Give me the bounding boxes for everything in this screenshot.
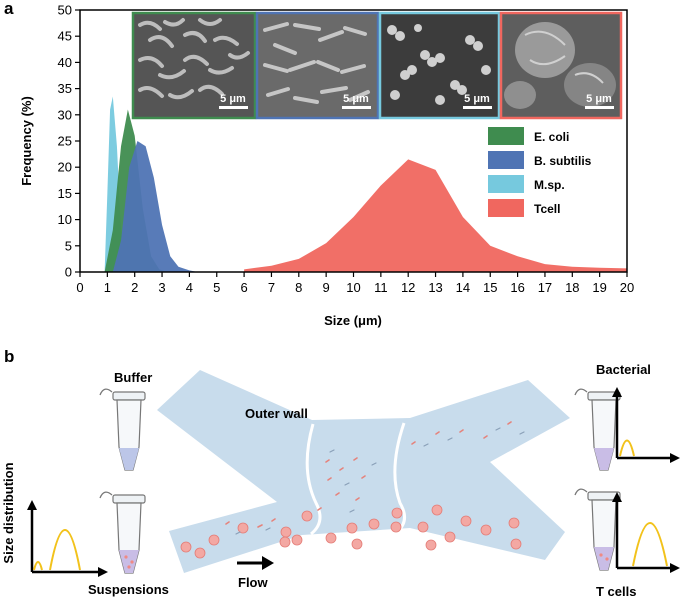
y-tick-label: 25 — [58, 134, 72, 149]
sem-border-msp — [378, 11, 501, 120]
y-tick-label: 15 — [58, 186, 72, 201]
bacteria — [225, 421, 512, 528]
sem-texture-msp — [387, 24, 491, 105]
x-tick-label: 19 — [592, 280, 606, 295]
outer-wall-label: Outer wall — [245, 406, 308, 421]
scalebar-msp — [463, 106, 492, 109]
y-tick-label: 5 — [65, 238, 72, 253]
sem-border-bsubtilis — [255, 11, 380, 120]
x-tick-label: 3 — [158, 280, 165, 295]
bacterial-label: Bacterial — [596, 362, 651, 377]
scalebar-ecoli — [219, 106, 248, 109]
sem-image-ecoli — [133, 13, 255, 118]
scalebar-label-bsubtilis: 5 μm — [343, 93, 369, 105]
y-tick-label: 50 — [58, 3, 72, 18]
x-tick-label: 8 — [295, 280, 302, 295]
x-tick-label: 16 — [510, 280, 524, 295]
x-axis-label: Size (μm) — [324, 313, 382, 328]
sem-texture-bsubtilis — [263, 22, 370, 104]
suspensions-label: Suspensions — [88, 582, 169, 597]
x-tick-label: 6 — [240, 280, 247, 295]
x-tick-label: 10 — [346, 280, 360, 295]
microfluidic-schematic: Outer wall Flow Buffer Suspensions — [1, 362, 680, 599]
legend-swatch-ecoli — [488, 127, 524, 145]
scalebar-tcell — [585, 106, 614, 109]
scalebar-bsubtilis — [342, 106, 371, 109]
y-tick-label: 45 — [58, 29, 72, 44]
legend-label-msp: M.sp. — [534, 178, 565, 192]
bacteria-gray — [235, 427, 525, 535]
x-tick-label: 7 — [268, 280, 275, 295]
legend: E. coli B. subtilis M.sp. Tcell — [488, 127, 592, 217]
x-tick-label: 2 — [131, 280, 138, 295]
area-tcell — [244, 159, 627, 272]
sem-texture-tcell — [504, 22, 616, 109]
x-tick-label: 4 — [186, 280, 193, 295]
x-tick-label: 17 — [538, 280, 552, 295]
x-tick-label: 9 — [323, 280, 330, 295]
wall-2 — [393, 422, 406, 533]
legend-swatch-msp — [488, 175, 524, 193]
x-tick-label: 0 — [76, 280, 83, 295]
panel-a-label: a — [4, 0, 14, 18]
x-tick-label: 18 — [565, 280, 579, 295]
x-tick-label: 14 — [456, 280, 470, 295]
x-tick-label: 5 — [213, 280, 220, 295]
flow-arrow-head — [262, 556, 274, 570]
t-cells — [180, 504, 522, 559]
y-tick-label: 20 — [58, 160, 72, 175]
panel-b-label: b — [4, 347, 14, 366]
x-tick-label: 1 — [104, 280, 111, 295]
bacterial-tube — [574, 388, 621, 471]
legend-label-tcell: Tcell — [534, 202, 560, 216]
y-axis-ticks: 0 5 10 15 20 25 30 35 40 45 50 — [58, 3, 80, 280]
wall-1 — [305, 423, 322, 536]
scalebar-label-ecoli: 5 μm — [220, 93, 246, 105]
y-tick-label: 30 — [58, 107, 72, 122]
area-m-sp — [104, 96, 127, 273]
sem-inset-ecoli: 5 μm — [131, 11, 257, 120]
mini-plot-bacterial — [612, 387, 680, 463]
y-axis-label: Frequency (%) — [19, 96, 34, 186]
sem-texture-ecoli — [138, 18, 250, 100]
size-distribution-label: Size distribution — [1, 462, 16, 563]
suspensions-tube — [99, 491, 146, 574]
legend-label-ecoli: E. coli — [534, 130, 569, 144]
mini-plot-input — [27, 500, 108, 577]
sem-inset-msp: 5 μm — [378, 11, 501, 120]
sem-border-tcell — [499, 11, 623, 120]
tcells-label: T cells — [596, 584, 636, 599]
legend-swatch-tcell — [488, 199, 524, 217]
y-tick-label: 35 — [58, 81, 72, 96]
x-tick-label: 13 — [428, 280, 442, 295]
y-tick-label: 0 — [65, 265, 72, 280]
scalebar-label-msp: 5 μm — [464, 93, 490, 105]
mini-plot-tcells — [612, 492, 680, 573]
area-b-subtilis — [112, 141, 198, 272]
area-series — [104, 96, 627, 273]
legend-swatch-bsubtilis — [488, 151, 524, 169]
sem-inset-tcell: 5 μm — [499, 11, 623, 120]
sem-border-ecoli — [131, 11, 257, 120]
x-tick-label: 11 — [374, 280, 388, 295]
scalebar-label-tcell: 5 μm — [586, 93, 612, 105]
legend-label-bsubtilis: B. subtilis — [534, 154, 592, 168]
y-tick-label: 40 — [58, 55, 72, 70]
channel — [157, 370, 570, 573]
buffer-label: Buffer — [114, 370, 152, 385]
y-tick-label: 10 — [58, 212, 72, 227]
x-axis-ticks: 0 1 2 3 4 5 6 7 8 9 10 11 12 13 14 15 16 17 18 19 20 — [76, 272, 634, 295]
x-tick-label: 20 — [620, 280, 634, 295]
x-tick-label: 15 — [483, 280, 497, 295]
sem-inset-bsubtilis: 5 μm — [255, 11, 380, 120]
buffer-tube — [99, 388, 146, 471]
x-tick-label: 12 — [401, 280, 415, 295]
size-distribution-chart: 0 1 2 3 4 5 6 7 8 9 10 11 12 13 14 15 16 17 18 19 20 0510152… — [19, 3, 634, 329]
flow-label: Flow — [238, 575, 268, 590]
